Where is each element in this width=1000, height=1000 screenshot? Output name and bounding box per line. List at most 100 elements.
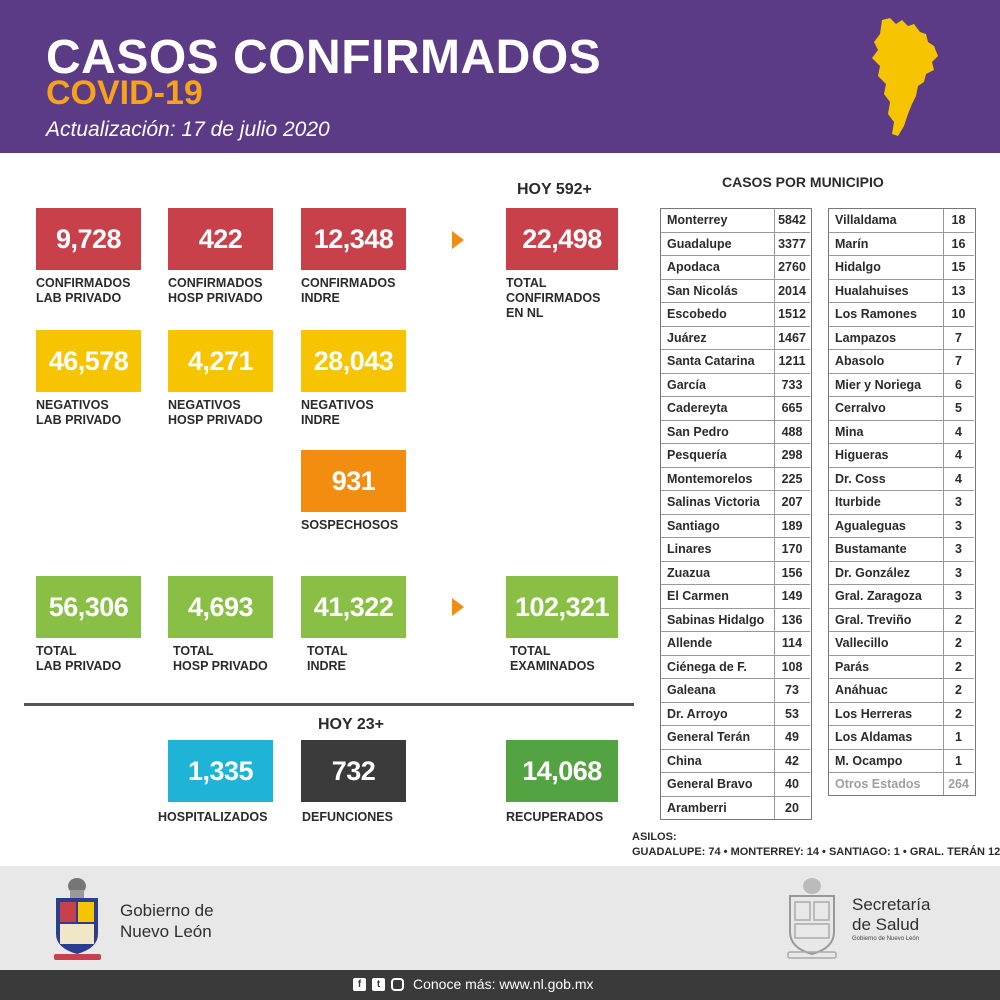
municipios-table-left: Monterrey 5842 Guadalupe 3377 Apodaca 2760 San… — [660, 208, 812, 820]
municipio-name: Los Herreras — [835, 706, 913, 721]
municipio-row: Villaldama 18 — [829, 209, 974, 233]
nuevo-leon-map-icon — [872, 18, 938, 136]
municipio-cases: 2 — [955, 612, 962, 627]
municipio-cases: 15 — [951, 260, 966, 274]
municipio-row: Santa Catarina 1211 — [661, 350, 810, 374]
municipio-row: García 733 — [661, 374, 810, 397]
municipio-name: Sabinas Hidalgo — [667, 612, 765, 627]
secretaria-salud-subtext: Gobierno de Nuevo León — [852, 936, 920, 942]
municipio-name: Lampazos — [835, 330, 897, 345]
municipio-row: Vallecillo 2 — [829, 632, 974, 656]
municipio-name: Agualeguas — [835, 518, 906, 533]
municipio-cases: 136 — [781, 612, 803, 627]
municipios-table-right: Villaldama 18 Marín 16 Hidalgo 15 Hualahuises 1… — [828, 208, 976, 796]
municipio-row: Dr. Arroyo 53 — [661, 703, 810, 726]
municipio-cases: 2014 — [778, 283, 806, 298]
municipio-name: Apodaca — [667, 260, 720, 274]
municipio-name: Los Aldamas — [835, 730, 913, 744]
confirmed-indre-box: 12,348 — [301, 208, 406, 270]
municipio-row: General Bravo 40 — [661, 773, 810, 797]
hoy-confirmados: HOY 592+ — [517, 181, 592, 198]
page-title: CASOS CONFIRMADOS — [46, 31, 602, 84]
municipio-row: Mier y Noriega 6 — [829, 374, 974, 397]
municipio-name: China — [667, 753, 702, 768]
municipio-row: El Carmen 149 — [661, 585, 810, 609]
municipio-name: Ciénega de F. — [667, 659, 747, 674]
municipio-row: Galeana 73 — [661, 679, 810, 703]
municipio-row: Cadereyta 665 — [661, 397, 810, 421]
column-divider — [943, 209, 944, 795]
hospitalized-box: 1,335 — [168, 740, 273, 802]
municipio-row: Ciénega de F. 108 — [661, 656, 810, 679]
municipio-row: Abasolo 7 — [829, 350, 974, 374]
municipio-row: Anáhuac 2 — [829, 679, 974, 703]
municipio-cases: 18 — [951, 213, 966, 227]
municipio-cases: 3 — [955, 542, 962, 556]
twitter-icon[interactable]: t — [372, 978, 385, 991]
municipio-name: Monterrey — [667, 213, 728, 227]
total-lab-box: 56,306 — [36, 576, 141, 638]
website-link[interactable]: Conoce más: www.nl.gob.mx — [413, 976, 594, 992]
instagram-icon[interactable] — [391, 978, 404, 991]
municipio-name: Allende — [667, 636, 713, 650]
municipio-cases: 4 — [955, 448, 962, 462]
municipio-row: Gral. Treviño 2 — [829, 609, 974, 632]
total-indre-label: TOTAL INDRE — [307, 644, 348, 673]
municipio-name: Anáhuac — [835, 683, 888, 697]
municipio-row: Los Aldamas 1 — [829, 726, 974, 750]
municipio-name: Mina — [835, 424, 864, 439]
municipio-cases: 733 — [781, 377, 803, 392]
municipio-row: Pesquería 298 — [661, 444, 810, 468]
facebook-icon[interactable]: f — [353, 978, 366, 991]
municipio-name: Santiago — [667, 518, 720, 533]
municipio-cases: 3 — [955, 565, 962, 580]
municipio-name: Guadalupe — [667, 236, 732, 251]
municipio-cases: 10 — [951, 307, 966, 321]
municipio-row: Otros Estados 264 — [829, 773, 974, 797]
deaths-box: 732 — [301, 740, 406, 802]
municipio-row: China 42 — [661, 750, 810, 773]
municipio-cases: 665 — [781, 401, 803, 415]
municipio-cases: 298 — [781, 448, 803, 462]
municipio-row: Montemorelos 225 — [661, 468, 810, 491]
municipio-cases: 1 — [955, 753, 962, 768]
municipio-name: Gral. Zaragoza — [835, 589, 922, 603]
confirmed-hosp-label: CONFIRMADOS HOSP PRIVADO — [168, 276, 263, 305]
municipio-cases: 114 — [781, 636, 803, 650]
municipio-row: Agualeguas 3 — [829, 515, 974, 538]
page-subtitle: COVID-19 — [46, 74, 203, 112]
municipio-name: Cadereyta — [667, 401, 728, 415]
confirmed-lab-label: CONFIRMADOS LAB PRIVADO — [36, 276, 131, 305]
asilos-note: ASILOS: GUADALUPE: 74 • MONTERREY: 14 • … — [632, 830, 1000, 860]
hospitalized-label: HOSPITALIZADOS — [158, 810, 268, 824]
municipio-cases: 4 — [955, 471, 962, 486]
asilos-title: ASILOS: — [632, 831, 677, 843]
municipio-row: Sabinas Hidalgo 136 — [661, 609, 810, 632]
secretaria-salud-logo-text: Secretaría de Salud — [852, 895, 931, 934]
confirmed-hosp-box: 422 — [168, 208, 273, 270]
negative-hosp-box: 4,271 — [168, 330, 273, 392]
municipio-row: Dr. Coss 4 — [829, 468, 974, 491]
municipio-row: Guadalupe 3377 — [661, 233, 810, 256]
municipio-name: Montemorelos — [667, 471, 753, 486]
municipio-name: General Terán — [667, 730, 751, 744]
municipio-name: Vallecillo — [835, 636, 889, 650]
municipio-cases: 53 — [785, 706, 799, 721]
municipio-cases: 170 — [781, 542, 803, 556]
municipio-name: Cerralvo — [835, 401, 886, 415]
recovered-label: RECUPERADOS — [506, 810, 604, 824]
arrow-right-icon — [452, 231, 464, 249]
municipio-row: Parás 2 — [829, 656, 974, 679]
municipio-name: San Pedro — [667, 424, 729, 439]
municipio-name: M. Ocampo — [835, 753, 903, 768]
suspects-box: 931 — [301, 450, 406, 512]
municipio-row: Lampazos 7 — [829, 327, 974, 350]
municipio-cases: 42 — [785, 753, 799, 768]
municipio-row: Zuazua 156 — [661, 562, 810, 585]
municipio-name: Linares — [667, 542, 712, 556]
municipio-cases: 207 — [781, 495, 803, 509]
municipio-name: Escobedo — [667, 307, 727, 321]
suspects-label: SOSPECHOSOS — [301, 518, 399, 532]
municipio-cases: 5 — [955, 401, 962, 415]
municipio-row: Escobedo 1512 — [661, 303, 810, 327]
